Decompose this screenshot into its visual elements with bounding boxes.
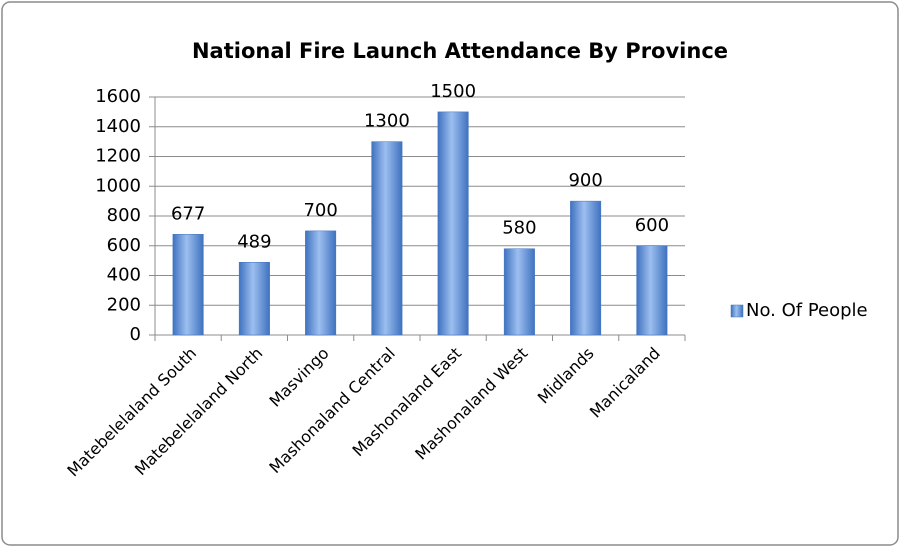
data-label: 1300 [364,111,410,132]
bar [570,200,602,336]
bar [437,111,469,336]
bar [371,141,403,336]
y-tick-label: 1200 [95,146,141,167]
data-label: 1500 [430,81,476,102]
legend-swatch [730,304,744,318]
data-label: 580 [502,218,536,239]
y-tick-label: 1400 [95,116,141,137]
y-tick-label: 1000 [95,175,141,196]
data-label: 489 [237,231,271,252]
y-tick-label: 200 [107,294,141,315]
data-label: 677 [171,203,205,224]
bar [636,245,668,336]
legend-label: No. Of People [746,300,868,321]
data-label: 600 [635,215,669,236]
bar [172,234,204,336]
y-tick-label: 600 [107,235,141,256]
y-tick-label: 400 [107,265,141,286]
bar [503,248,535,336]
data-label: 900 [568,170,602,191]
chart-title: National Fire Launch Attendance By Provi… [192,39,728,63]
y-tick-label: 1600 [95,86,141,107]
y-tick-label: 800 [107,205,141,226]
bar [305,230,337,336]
y-tick-label: 0 [130,324,141,345]
data-label: 700 [303,200,337,221]
bar [238,262,270,336]
